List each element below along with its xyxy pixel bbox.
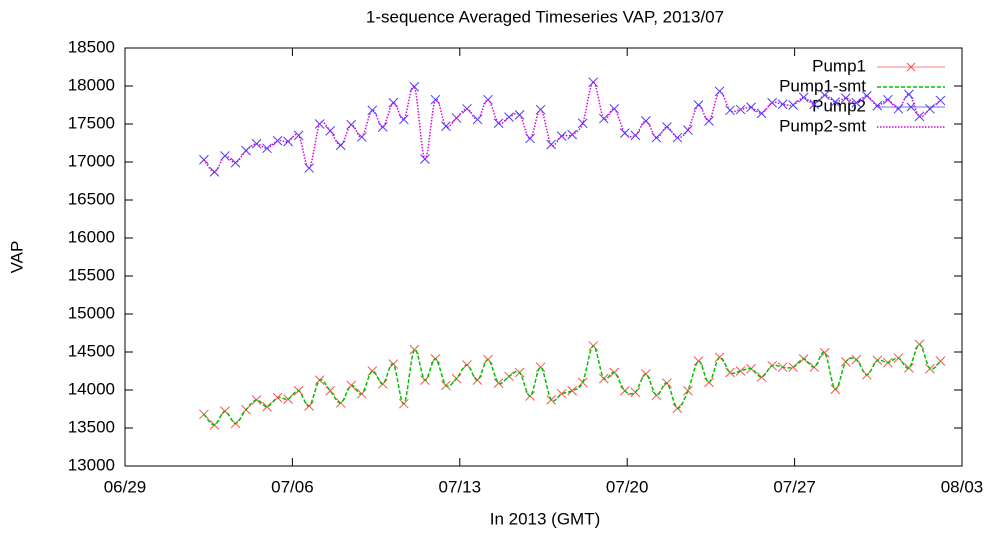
legend-label: Pump1 (812, 56, 866, 75)
point (209, 167, 220, 177)
point (777, 362, 788, 373)
point (535, 104, 546, 115)
y-tick-label: 14500 (68, 341, 115, 360)
point (420, 154, 430, 164)
y-tick-label: 16000 (68, 227, 115, 246)
y-tick-label: 18500 (68, 37, 115, 56)
point (262, 401, 272, 412)
series-line (203, 343, 942, 426)
y-tick-label: 13000 (68, 455, 115, 474)
series-line (203, 81, 941, 173)
point (851, 97, 862, 108)
point (577, 118, 588, 129)
x-tick-label: 06/29 (104, 477, 147, 496)
y-axis-label: VAP (7, 241, 26, 274)
chart-title: 1-sequence Averaged Timeseries VAP, 2013… (366, 7, 724, 26)
point (220, 151, 230, 161)
point (598, 113, 609, 124)
point (840, 93, 851, 104)
y-tick-label: 17000 (68, 151, 115, 170)
y-tick-label: 17500 (68, 113, 115, 132)
point (199, 409, 209, 420)
point (304, 163, 314, 173)
point (493, 378, 504, 389)
legend-label: Pump1-smt (779, 76, 866, 95)
legend-marker (906, 62, 916, 72)
point (567, 129, 578, 140)
point (619, 385, 630, 396)
y-tick-label: 13500 (68, 417, 115, 436)
point (630, 387, 641, 398)
point (672, 403, 683, 414)
plot-frame (124, 47, 963, 467)
x-axis-label: In 2013 (GMT) (490, 509, 601, 528)
point (830, 97, 841, 107)
x-tick-label: 07/13 (439, 477, 482, 496)
point (883, 357, 893, 368)
x-tick-label: 07/20 (606, 477, 649, 496)
y-tick-label: 14000 (68, 379, 115, 398)
y-tick-label: 15000 (68, 303, 115, 322)
point (598, 373, 609, 384)
point (777, 99, 788, 110)
point (262, 143, 272, 154)
legend-label: Pump2-smt (779, 116, 866, 135)
legend-marker (906, 102, 916, 112)
point (556, 388, 567, 399)
y-tick-label: 18000 (68, 75, 115, 94)
point (199, 154, 209, 165)
point (577, 377, 588, 388)
x-tick-label: 07/06 (271, 477, 314, 496)
x-tick-label: 08/03 (941, 477, 984, 496)
point (798, 353, 809, 364)
point (514, 110, 525, 120)
point (704, 377, 714, 388)
x-tick-label: 07/27 (773, 477, 816, 496)
point (798, 92, 809, 103)
y-tick-label: 15500 (68, 265, 115, 284)
point (409, 81, 420, 92)
y-tick-label: 16500 (68, 189, 115, 208)
point (725, 105, 735, 116)
